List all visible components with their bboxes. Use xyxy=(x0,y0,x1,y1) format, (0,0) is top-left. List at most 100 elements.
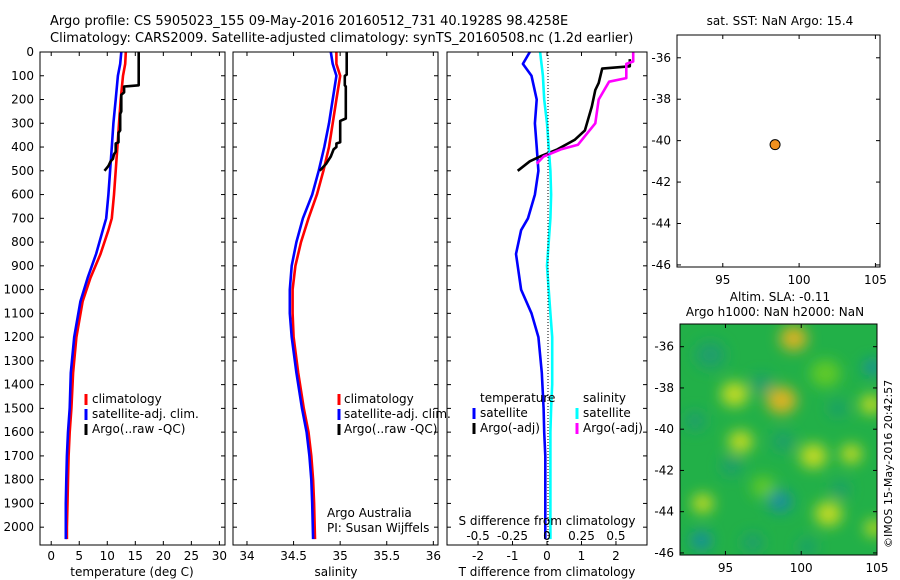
y-tick-label: -46 xyxy=(651,258,671,272)
sla-anomaly-blob xyxy=(863,359,877,376)
legend-label-sal-argo: Argo(-adj) xyxy=(583,421,643,435)
sla-anomaly-blob xyxy=(766,386,797,414)
x2-tick-label: 0.25 xyxy=(568,529,595,543)
sla-anomaly-blob xyxy=(690,531,712,551)
sla-anomaly-blob xyxy=(684,411,706,431)
y-tick-label: 0 xyxy=(26,45,34,59)
figure-title: Argo profile: CS 5905023_155 09-May-2016… xyxy=(50,14,568,29)
x-tick-label: 95 xyxy=(718,561,733,575)
legend-heading-temperature: temperature xyxy=(480,391,555,405)
sla-anomaly-blob xyxy=(814,501,843,527)
position-map-panel: sat. SST: NaN Argo: 15.4 95 100 105 -36 -38 -… xyxy=(651,14,886,287)
y-tick-label: 1400 xyxy=(3,378,34,392)
sla-map-panel: Altim. SLA: -0.11 Argo h1000: NaN h2000:… xyxy=(654,290,888,575)
salinity-panel: 34 34.5 35 35.5 36 salinity climatology sate… xyxy=(232,51,451,579)
y-tick-label: 1300 xyxy=(3,354,34,368)
y-tick-label: 100 xyxy=(11,69,34,83)
x-tick-label: 30 xyxy=(212,549,227,563)
series-line-satellite-adj-clim xyxy=(64,51,123,540)
difference-x2label: S difference from climatology xyxy=(459,514,636,528)
x-tick-label: -1 xyxy=(507,549,519,563)
series-line-salinity-satellite xyxy=(538,51,554,540)
series-line-temperature-satellite xyxy=(514,51,547,540)
y-tick-label: -42 xyxy=(651,175,671,189)
salinity-axes-frame xyxy=(232,51,439,546)
sla-anomaly-blob xyxy=(751,374,773,394)
series-line-argo-raw-qc xyxy=(318,52,349,172)
position-map-frame xyxy=(676,34,881,268)
y-tick-label: 1600 xyxy=(3,425,34,439)
x2-tick-label: 0.5 xyxy=(606,529,625,543)
y-tick-label: 700 xyxy=(11,211,34,225)
series-line-salinity-argo-adj xyxy=(535,52,635,165)
x-tick-label: 15 xyxy=(128,549,143,563)
series-line-satellite-adj-clim xyxy=(288,51,338,540)
legend-label-argo: Argo(..raw -QC) xyxy=(344,422,437,436)
y-tick-label: -44 xyxy=(651,217,671,231)
x-tick-label: 105 xyxy=(864,273,887,287)
y-tick-label: 800 xyxy=(11,235,34,249)
y-tick-label: -44 xyxy=(654,505,674,519)
y-tick-label: 2000 xyxy=(3,520,34,534)
difference-axes-frame xyxy=(446,51,648,546)
imos-timestamp: ©IMOS 15-May-2016 20:42:57 xyxy=(882,380,895,548)
y-tick-label: -38 xyxy=(651,92,671,106)
y-tick-label: 1700 xyxy=(3,449,34,463)
sla-anomaly-blob xyxy=(860,394,877,414)
legend-label-satellite: satellite-adj. clim. xyxy=(92,407,199,421)
x-tick-label: 0 xyxy=(543,549,551,563)
x2-tick-label: 0 xyxy=(543,529,551,543)
legend-label-satellite: satellite-adj. clim. xyxy=(344,407,451,421)
sla-map-frame xyxy=(679,323,878,556)
y-tick-label: 500 xyxy=(11,164,34,178)
series-line-climatology xyxy=(65,51,128,540)
temperature-axes-frame xyxy=(39,51,226,546)
x-tick-label: 20 xyxy=(156,549,171,563)
legend-label-climatology: climatology xyxy=(344,392,414,406)
x-tick-label: 36 xyxy=(426,549,441,563)
credit-line-1: Argo Australia xyxy=(327,506,412,520)
sla-anomaly-blob xyxy=(767,490,793,513)
series-line-climatology xyxy=(291,52,342,540)
difference-panel: -2 -1 0 1 2 -0.5 -0.25 0 0.25 0.5 T difference fr… xyxy=(446,51,648,579)
sla-anomaly-blob xyxy=(720,381,749,407)
x-tick-label: 25 xyxy=(184,549,199,563)
y-tick-label: -40 xyxy=(651,134,671,148)
y-tick-label: -46 xyxy=(654,546,674,560)
sla-anomaly-blob xyxy=(840,444,862,464)
x-tick-label: 35 xyxy=(333,549,348,563)
x2-tick-label: -0.25 xyxy=(497,529,528,543)
sla-anomaly-blob xyxy=(831,480,850,498)
y-tick-label: 1100 xyxy=(3,306,34,320)
y-tick-label: 600 xyxy=(11,188,34,202)
y-tick-label: 1800 xyxy=(3,473,34,487)
sla-anomaly-blob xyxy=(728,430,753,453)
x-tick-label: -2 xyxy=(472,549,484,563)
x-tick-label: 35.5 xyxy=(373,549,400,563)
y-tick-label: 1900 xyxy=(3,496,34,510)
salinity-xlabel: salinity xyxy=(314,565,357,579)
sla-anomaly-blob xyxy=(799,443,827,469)
credit-line-2: PI: Susan Wijffels xyxy=(327,521,429,535)
sla-map-title: Altim. SLA: -0.11 xyxy=(730,290,830,304)
position-map-title: sat. SST: NaN Argo: 15.4 xyxy=(707,14,854,28)
sla-anomaly-blob xyxy=(810,359,841,388)
sla-map-subtitle: Argo h1000: NaN h2000: NaN xyxy=(686,305,864,319)
series-line-temperature-argo-adj xyxy=(516,59,632,172)
y-tick-label: -36 xyxy=(654,340,674,354)
legend-label-sal-satellite: satellite xyxy=(583,406,631,420)
x-tick-label: 105 xyxy=(866,561,889,575)
sla-anomaly-blob xyxy=(751,476,776,498)
legend-label-climatology: climatology xyxy=(92,392,162,406)
argo-position-marker xyxy=(769,139,781,151)
legend-label-temp-argo: Argo(-adj) xyxy=(480,421,540,435)
y-tick-label: 900 xyxy=(11,259,34,273)
temperature-xlabel: temperature (deg C) xyxy=(70,565,193,579)
y-tick-label: 1200 xyxy=(3,330,34,344)
x-tick-label: 5 xyxy=(75,549,83,563)
sla-anomaly-blob xyxy=(692,493,714,513)
x-tick-label: 2 xyxy=(612,549,620,563)
y-tick-label: 1500 xyxy=(3,401,34,415)
temperature-panel: 0 5 10 15 20 25 300100200300400500600700800900… xyxy=(3,45,227,579)
legend-label-temp-satellite: satellite xyxy=(480,406,528,420)
